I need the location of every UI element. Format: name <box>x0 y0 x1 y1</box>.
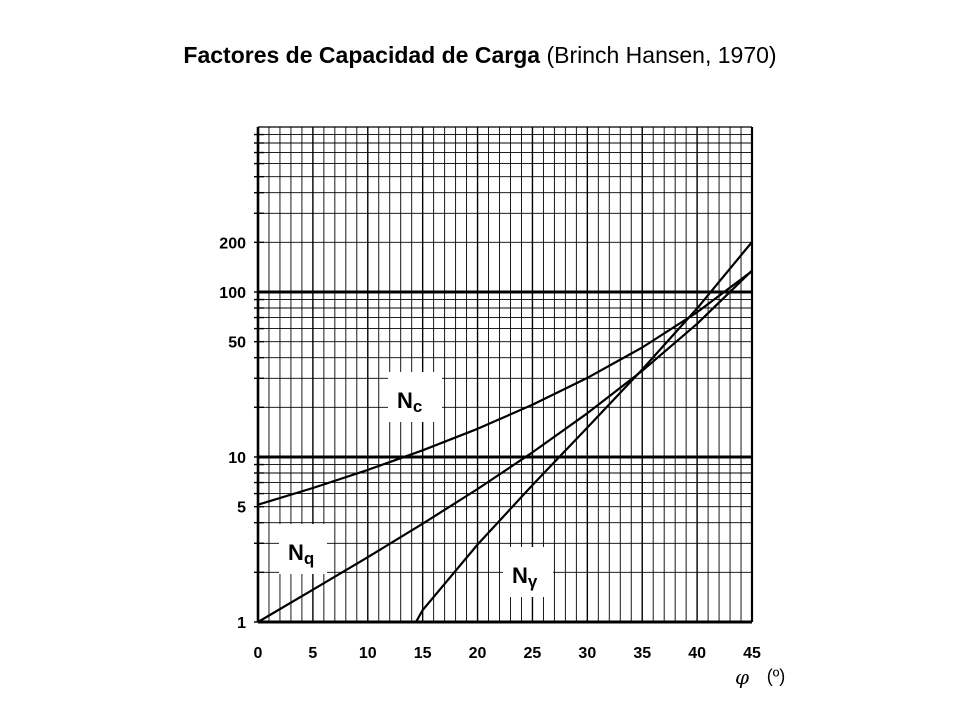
x-tick-label: 25 <box>524 645 542 662</box>
x-axis-title: φ (º) <box>735 665 785 689</box>
x-axis-symbol: φ <box>735 665 749 689</box>
x-tick-label: 10 <box>359 645 377 662</box>
x-tick-label: 40 <box>688 645 706 662</box>
x-tick-label: 30 <box>578 645 596 662</box>
chart-title: Factores de Capacidad de Carga (Brinch H… <box>0 42 960 69</box>
x-tick-label: 0 <box>254 645 263 662</box>
series-line-Nc <box>257 270 753 506</box>
x-axis-unit: (º) <box>767 666 786 686</box>
grid <box>254 126 754 624</box>
y-tick-label: 10 <box>228 450 246 467</box>
series-line-Nq <box>257 269 753 623</box>
series-line-Nγ <box>415 241 753 623</box>
curve-label-sub: γ <box>528 572 538 591</box>
y-tick-label: 5 <box>237 500 246 517</box>
chart-title-main: Factores de Capacidad de Carga <box>183 42 541 68</box>
x-tick-label: 35 <box>633 645 651 662</box>
y-tick-label: 200 <box>219 235 246 252</box>
curve-label-sub: c <box>413 397 422 416</box>
x-tick-label: 15 <box>414 645 432 662</box>
y-tick-label: 1 <box>237 615 246 632</box>
curves <box>257 241 753 623</box>
chart-title-sub: (Brinch Hansen, 1970) <box>546 42 777 68</box>
x-tick-label: 20 <box>469 645 487 662</box>
curve-label-box <box>503 547 553 597</box>
x-tick-label: 5 <box>308 645 317 662</box>
curve-label-sub: q <box>304 549 314 568</box>
y-tick-label: 50 <box>228 335 246 352</box>
x-tick-label: 45 <box>743 645 761 662</box>
y-tick-label: 100 <box>219 285 246 302</box>
curve-label-box <box>388 372 442 422</box>
curve-label-box <box>279 524 327 574</box>
